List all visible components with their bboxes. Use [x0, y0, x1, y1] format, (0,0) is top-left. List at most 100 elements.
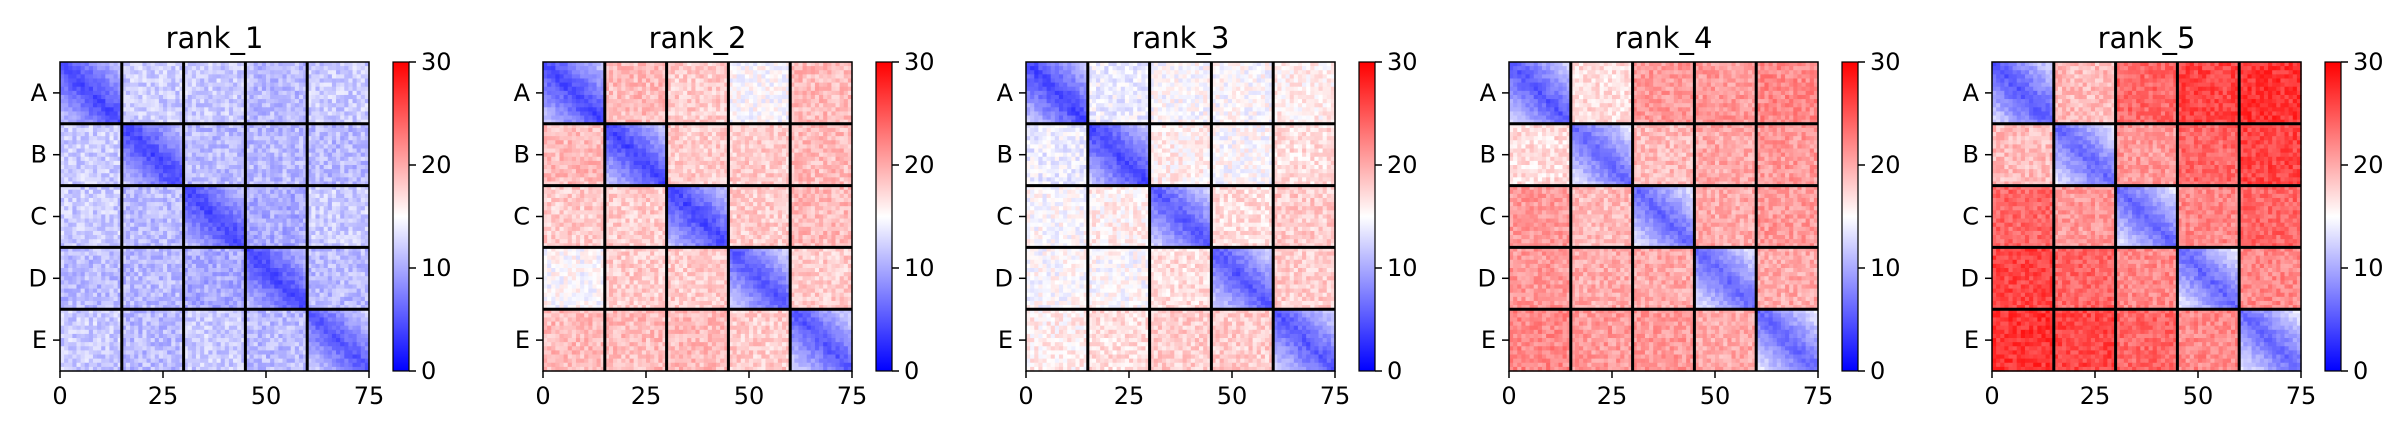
heatmap-cell [64, 231, 69, 236]
heatmap-cell [311, 313, 316, 318]
heatmap-cell [130, 206, 135, 211]
heatmap-cell [274, 177, 279, 182]
heatmap-cell [229, 74, 234, 79]
heatmap-cell [262, 219, 267, 224]
heatmap-cell [204, 264, 209, 269]
heatmap-cell [324, 202, 329, 207]
heatmap-cell [105, 239, 110, 244]
heatmap-cell [217, 103, 222, 108]
heatmap-cell [233, 326, 238, 331]
heatmap-cell [332, 210, 337, 215]
heatmap-cell [167, 231, 172, 236]
heatmap-cell [233, 231, 238, 236]
heatmap-cell [266, 116, 271, 121]
heatmap-cell [353, 95, 358, 100]
heatmap-cell [315, 260, 320, 265]
heatmap-cell [266, 268, 271, 273]
heatmap-cell [64, 157, 69, 162]
heatmap-cell [147, 169, 152, 174]
heatmap-cell [299, 198, 304, 203]
heatmap-cell [138, 157, 143, 162]
heatmap-cell [295, 74, 300, 79]
heatmap-cell [171, 78, 176, 83]
heatmap-cell [311, 317, 316, 322]
heatmap-cell [336, 231, 341, 236]
heatmap-cell [159, 116, 164, 121]
heatmap-cell [270, 153, 275, 158]
heatmap-cell [270, 157, 275, 162]
heatmap-cell [361, 149, 366, 154]
heatmap-cell [163, 74, 168, 79]
heatmap-cell [155, 223, 160, 228]
heatmap-cell [89, 330, 94, 335]
heatmap-cell [217, 264, 222, 269]
heatmap-cell [299, 116, 304, 121]
heatmap-cell [204, 289, 209, 294]
heatmap-cell [188, 190, 193, 195]
heatmap-cell [237, 326, 242, 331]
heatmap-cell [336, 103, 341, 108]
heatmap-cell [324, 103, 329, 108]
heatmap-cell [299, 239, 304, 244]
heatmap-cell [320, 74, 325, 79]
heatmap-cell [262, 74, 267, 79]
heatmap-cell [134, 91, 139, 96]
heatmap-cell [171, 70, 176, 75]
heatmap-cell [361, 107, 366, 112]
heatmap-cell [212, 235, 217, 240]
heatmap-cell [208, 284, 213, 289]
heatmap-cell [315, 103, 320, 108]
heatmap-cell [332, 198, 337, 203]
heatmap-cell [159, 103, 164, 108]
heatmap-cell [171, 276, 176, 281]
heatmap-cell [188, 223, 193, 228]
heatmap-cell [344, 161, 349, 166]
heatmap-cell [225, 219, 230, 224]
heatmap-cell [217, 330, 222, 335]
heatmap-cell [315, 284, 320, 289]
heatmap-cell [192, 128, 197, 133]
heatmap-cell [114, 74, 119, 79]
heatmap-cell [250, 144, 255, 149]
heatmap-cell [328, 235, 333, 240]
heatmap-cell [151, 83, 156, 88]
heatmap-cell [315, 227, 320, 232]
heatmap-cell [147, 313, 152, 318]
heatmap-cell [353, 107, 358, 112]
heatmap-cell [353, 74, 358, 79]
heatmap-cell [81, 219, 86, 224]
heatmap-cell [282, 161, 287, 166]
heatmap-cell [76, 268, 81, 273]
heatmap-cell [109, 198, 114, 203]
heatmap-cell [266, 223, 271, 228]
heatmap-cell [114, 268, 119, 273]
heatmap-cell [134, 280, 139, 285]
heatmap-cell [171, 95, 176, 100]
heatmap-cell [225, 70, 230, 75]
heatmap-cell [72, 70, 77, 75]
heatmap-cell [114, 99, 119, 104]
heatmap-cell [311, 264, 316, 269]
heatmap-cell [258, 144, 263, 149]
heatmap-cell [332, 78, 337, 83]
heatmap-cell [68, 111, 73, 116]
heatmap-cell [159, 219, 164, 224]
heatmap-cell [167, 91, 172, 96]
heatmap-cell [340, 74, 345, 79]
heatmap-cell [311, 268, 316, 273]
heatmap-cell [196, 140, 201, 145]
heatmap-cell [138, 153, 143, 158]
heatmap-cell [142, 107, 147, 112]
heatmap-cell [167, 276, 172, 281]
heatmap-cell [266, 235, 271, 240]
heatmap-cell [151, 272, 156, 277]
heatmap-cell [274, 144, 279, 149]
heatmap-cell [89, 239, 94, 244]
heatmap-cell [101, 116, 106, 121]
heatmap-cell [320, 66, 325, 71]
heatmap-cell [274, 227, 279, 232]
heatmap-cell [266, 313, 271, 318]
heatmap-panel-1: rank_10 25 50 75ABCDE0102030 [29, 21, 452, 410]
heatmap-cell [357, 206, 362, 211]
heatmap-cell [282, 202, 287, 207]
